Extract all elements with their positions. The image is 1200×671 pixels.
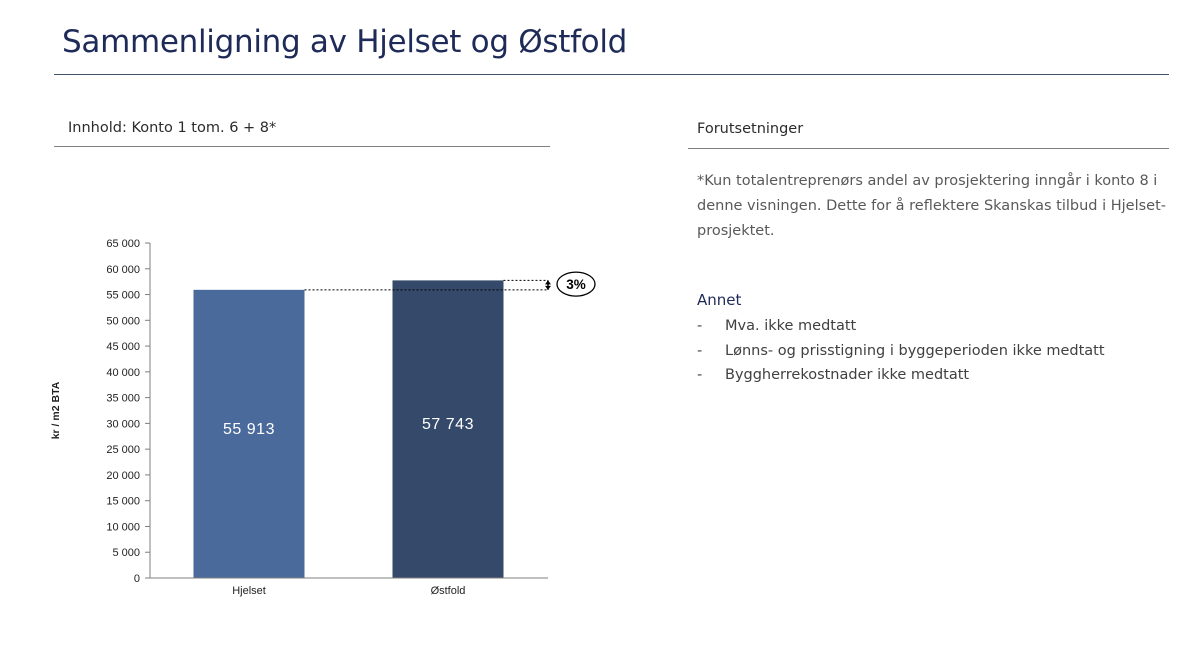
assumptions-heading: Forutsetninger bbox=[697, 121, 804, 137]
diff-badge-label: 3% bbox=[566, 277, 586, 292]
y-tick-label: 60 000 bbox=[106, 264, 140, 276]
y-tick-label: 35 000 bbox=[106, 393, 140, 405]
list-item: - Mva. ikke medtatt bbox=[697, 318, 857, 334]
diff-arrow-down bbox=[545, 285, 551, 290]
y-tick-label: 50 000 bbox=[106, 315, 140, 327]
chart-section-divider bbox=[54, 146, 550, 147]
list-item-text: Lønns- og prisstigning i byggeperioden i… bbox=[725, 342, 1105, 359]
y-tick-label: 55 000 bbox=[106, 290, 140, 302]
y-tick-label: 65 000 bbox=[106, 238, 140, 250]
y-tick-label: 0 bbox=[134, 573, 140, 585]
assumptions-divider bbox=[688, 148, 1169, 149]
y-axis: 0 5 000 10 000 15 000 20 000 25 000 30 000 35 0… bbox=[50, 238, 151, 585]
annet-heading: Annet bbox=[697, 291, 742, 309]
y-tick-label: 15 000 bbox=[106, 496, 140, 508]
y-tick-label: 30 000 bbox=[106, 418, 140, 430]
y-tick-label: 40 000 bbox=[106, 367, 140, 379]
x-tick-label: Østfold bbox=[431, 585, 466, 597]
diff-arrow-up bbox=[545, 280, 551, 285]
list-item-text: Mva. ikke medtatt bbox=[725, 318, 857, 334]
bar-data-label: 55 913 bbox=[223, 421, 275, 438]
x-axis: Hjelset Østfold bbox=[150, 577, 548, 597]
title-divider bbox=[54, 74, 1169, 75]
difference-annotation: 3% bbox=[304, 271, 596, 297]
diff-badge bbox=[556, 271, 596, 297]
y-tick-label: 25 000 bbox=[106, 444, 140, 456]
y-tick-label: 5 000 bbox=[112, 547, 140, 559]
bar-chart: 0 5 000 10 000 15 000 20 000 25 000 30 000 35 0… bbox=[50, 238, 596, 597]
y-tick-label: 20 000 bbox=[106, 470, 140, 482]
list-item-text: Byggherrekostnader ikke medtatt bbox=[725, 367, 970, 383]
bars: 55 913 57 743 bbox=[193, 280, 504, 578]
y-tick-label: 45 000 bbox=[106, 341, 140, 353]
x-tick-label: Hjelset bbox=[232, 585, 266, 597]
y-tick-label: 10 000 bbox=[106, 521, 140, 533]
bar-data-label: 57 743 bbox=[422, 416, 474, 433]
chart-section-heading: Innhold: Konto 1 tom. 6 + 8* bbox=[68, 120, 277, 136]
list-item: - Byggherrekostnader ikke medtatt bbox=[697, 367, 970, 383]
assumption-note: *Kun totalentreprenørs andel av prosjekt… bbox=[697, 173, 1166, 239]
list-item: - Lønns- og prisstigning i byggeperioden … bbox=[697, 342, 1105, 359]
page-title: Sammenligning av Hjelset og Østfold bbox=[62, 24, 628, 60]
bar-hjelset bbox=[193, 289, 305, 578]
y-axis-label: kr / m2 BTA bbox=[50, 381, 62, 439]
annet-list: - Mva. ikke medtatt - Lønns- og prisstigni… bbox=[697, 314, 1105, 388]
bar-østfold bbox=[392, 280, 504, 578]
